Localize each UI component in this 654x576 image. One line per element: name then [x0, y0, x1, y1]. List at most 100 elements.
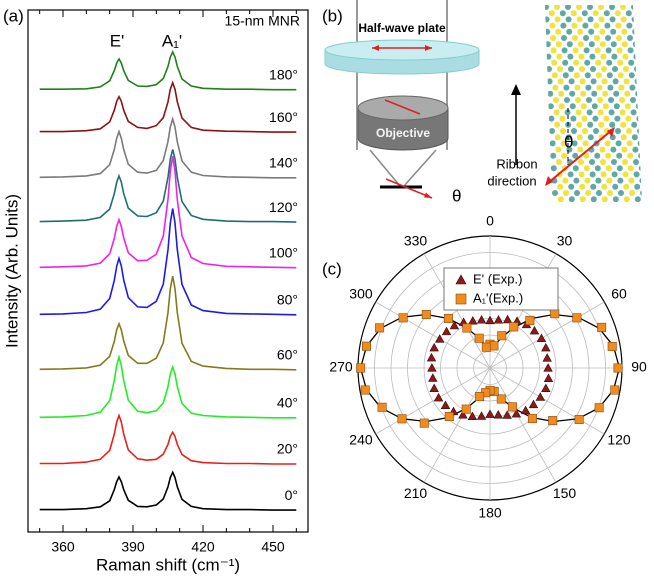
atom — [634, 183, 641, 190]
beam — [403, 149, 437, 187]
atom — [567, 171, 574, 178]
atom — [587, 121, 594, 128]
atom — [601, 196, 608, 202]
data-point — [467, 411, 478, 421]
atom — [555, 41, 562, 48]
atom — [590, 196, 597, 202]
atom — [588, 41, 595, 48]
atom — [583, 165, 590, 172]
data-point — [443, 313, 453, 323]
atom — [563, 84, 570, 91]
atom — [546, 66, 552, 72]
atom — [564, 97, 570, 103]
atom — [616, 165, 623, 172]
atom — [634, 78, 641, 85]
atom — [549, 22, 556, 29]
atom — [629, 84, 636, 91]
atom — [644, 159, 650, 165]
atom — [614, 115, 621, 122]
atom — [608, 109, 615, 116]
spectrum — [39, 470, 297, 511]
atom — [558, 103, 565, 110]
atom — [622, 159, 628, 165]
atom — [640, 190, 642, 196]
atom — [630, 97, 636, 103]
beam — [369, 149, 401, 187]
atom — [598, 121, 605, 128]
atom — [620, 134, 627, 141]
data-point — [485, 409, 495, 418]
legend-marker — [455, 293, 467, 305]
atom — [602, 90, 609, 97]
atom — [604, 140, 611, 147]
atom — [612, 183, 619, 190]
theta-tick-label: 210 — [404, 485, 428, 501]
x-tick-label: 450 — [261, 539, 285, 555]
atom — [637, 140, 642, 147]
atom — [545, 41, 551, 48]
grid-spoke — [489, 367, 557, 483]
atom — [582, 140, 589, 147]
atom — [573, 72, 580, 79]
atom — [611, 53, 618, 60]
atom — [561, 35, 567, 41]
angle-label: θ — [452, 186, 461, 205]
atom — [571, 140, 578, 147]
atom — [637, 128, 642, 134]
atom — [572, 47, 579, 54]
grid-spoke — [489, 301, 605, 369]
data-point — [529, 325, 540, 335]
atom — [578, 159, 584, 165]
atom — [555, 28, 562, 35]
atom — [576, 134, 583, 141]
atom — [615, 128, 621, 134]
atom — [548, 10, 555, 17]
atom — [600, 171, 607, 178]
series-label: 140° — [269, 154, 298, 170]
atom — [594, 47, 601, 54]
atom — [628, 177, 635, 184]
atom — [631, 5, 637, 10]
data-point — [543, 373, 554, 382]
atom — [561, 152, 568, 159]
atom — [562, 72, 569, 79]
theta-tick-label: 90 — [631, 359, 647, 375]
x-tick-label: 420 — [191, 539, 215, 555]
atom — [626, 140, 633, 147]
atom — [556, 159, 562, 165]
spectrum — [39, 156, 297, 269]
panel-title: 15-nm MNR — [225, 13, 300, 29]
atom — [634, 66, 640, 72]
data-point — [497, 331, 507, 341]
atom — [550, 47, 557, 54]
atom — [601, 183, 608, 190]
spectrum — [39, 116, 297, 179]
polarization-arrow — [547, 129, 613, 184]
atom — [567, 53, 574, 60]
atom — [584, 72, 591, 79]
x-tick-label: 390 — [121, 539, 145, 555]
atom — [617, 59, 624, 66]
atom — [595, 72, 602, 79]
atom — [600, 159, 606, 165]
atom — [579, 196, 586, 202]
data-point — [434, 334, 445, 343]
atom — [613, 103, 620, 110]
atom — [639, 72, 642, 79]
polarization-arrow — [385, 178, 433, 199]
data-point — [574, 414, 584, 424]
atom — [549, 140, 556, 147]
atom — [618, 84, 625, 91]
peak-label: A₁' — [162, 31, 182, 50]
atom — [594, 35, 600, 41]
data-point — [550, 309, 560, 319]
optics-diagram: (b) Half-wave plate Objective θ Ribbon d… — [322, 0, 650, 205]
atom — [606, 177, 613, 184]
atom — [585, 84, 592, 91]
atom — [590, 78, 597, 85]
atom — [639, 59, 642, 66]
atom — [622, 53, 629, 60]
atom — [619, 109, 626, 116]
atom — [626, 22, 633, 29]
atom — [568, 78, 575, 85]
